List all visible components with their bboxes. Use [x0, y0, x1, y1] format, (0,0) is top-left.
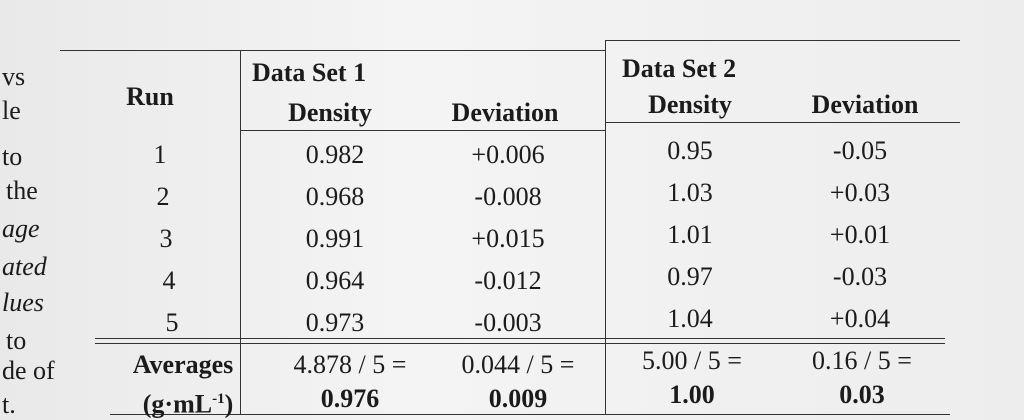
cell: -0.008	[474, 182, 542, 211]
average-expression: 0.044 / 5 =	[461, 350, 575, 379]
cell: -0.03	[832, 262, 888, 291]
cell: 4	[162, 266, 176, 295]
header-cell: Deviation	[811, 90, 919, 119]
cell: 5	[165, 308, 179, 337]
margin-text: age	[2, 214, 40, 243]
rule	[605, 122, 960, 123]
group-title: Data Set 2	[622, 54, 737, 83]
margin-text: vs	[2, 62, 26, 91]
cell: -0.012	[474, 266, 542, 295]
rule	[240, 130, 605, 131]
averages-unit: (g·mL-1)	[143, 384, 234, 420]
margin-text: ated	[2, 252, 47, 281]
averages-label: Averages	[132, 350, 234, 379]
cell: 1.01	[667, 220, 713, 249]
unit: (g·mL	[142, 389, 213, 419]
cell: +0.015	[471, 224, 545, 253]
header-cell: Density	[288, 98, 372, 127]
cell: 1.03	[667, 178, 713, 207]
average-expression: 4.878 / 5 =	[293, 350, 407, 379]
cell: +0.01	[829, 220, 891, 249]
cell: 1.04	[667, 304, 713, 333]
margin-text: lues	[2, 288, 44, 317]
unit: )	[224, 389, 234, 419]
average-result: 1.00	[669, 380, 715, 409]
cell: 0.973	[305, 308, 365, 337]
rule	[605, 40, 960, 41]
rule	[95, 338, 945, 339]
average-result: 0.009	[488, 384, 548, 413]
cell: +0.006	[471, 140, 545, 169]
cell: 3	[159, 224, 173, 253]
margin-text: the	[6, 176, 38, 205]
margin-text: le	[2, 96, 21, 125]
cell: 0.968	[305, 182, 365, 211]
average-expression: 5.00 / 5 =	[642, 346, 742, 375]
header-cell: Deviation	[451, 98, 559, 127]
group-title: Data Set 1	[252, 58, 367, 87]
header-cell: Density	[648, 90, 732, 119]
rule	[95, 343, 945, 344]
rule	[60, 50, 605, 51]
average-expression: 0.16 / 5 =	[812, 346, 912, 375]
cell: 0.982	[305, 140, 365, 169]
cell: +0.03	[829, 178, 891, 207]
margin-text: to	[2, 142, 23, 171]
cell: 0.964	[305, 266, 365, 295]
rule	[240, 50, 241, 415]
header-cell: Run	[126, 82, 174, 111]
cell: 0.991	[305, 224, 365, 253]
cell: 2	[156, 182, 170, 211]
unit-exponent: -1	[212, 391, 225, 407]
cell: 0.97	[667, 262, 713, 291]
average-result: 0.03	[839, 380, 885, 409]
cell: +0.04	[829, 304, 891, 333]
margin-text: to	[6, 326, 27, 355]
cell: -0.003	[474, 308, 542, 337]
rule	[110, 414, 950, 415]
cell: -0.05	[832, 136, 888, 165]
average-result: 0.976	[320, 384, 380, 413]
margin-text: t.	[2, 390, 16, 419]
rule	[605, 40, 606, 415]
cell: 0.95	[667, 136, 713, 165]
cell: 1	[153, 140, 167, 169]
margin-text: de of	[2, 356, 55, 385]
